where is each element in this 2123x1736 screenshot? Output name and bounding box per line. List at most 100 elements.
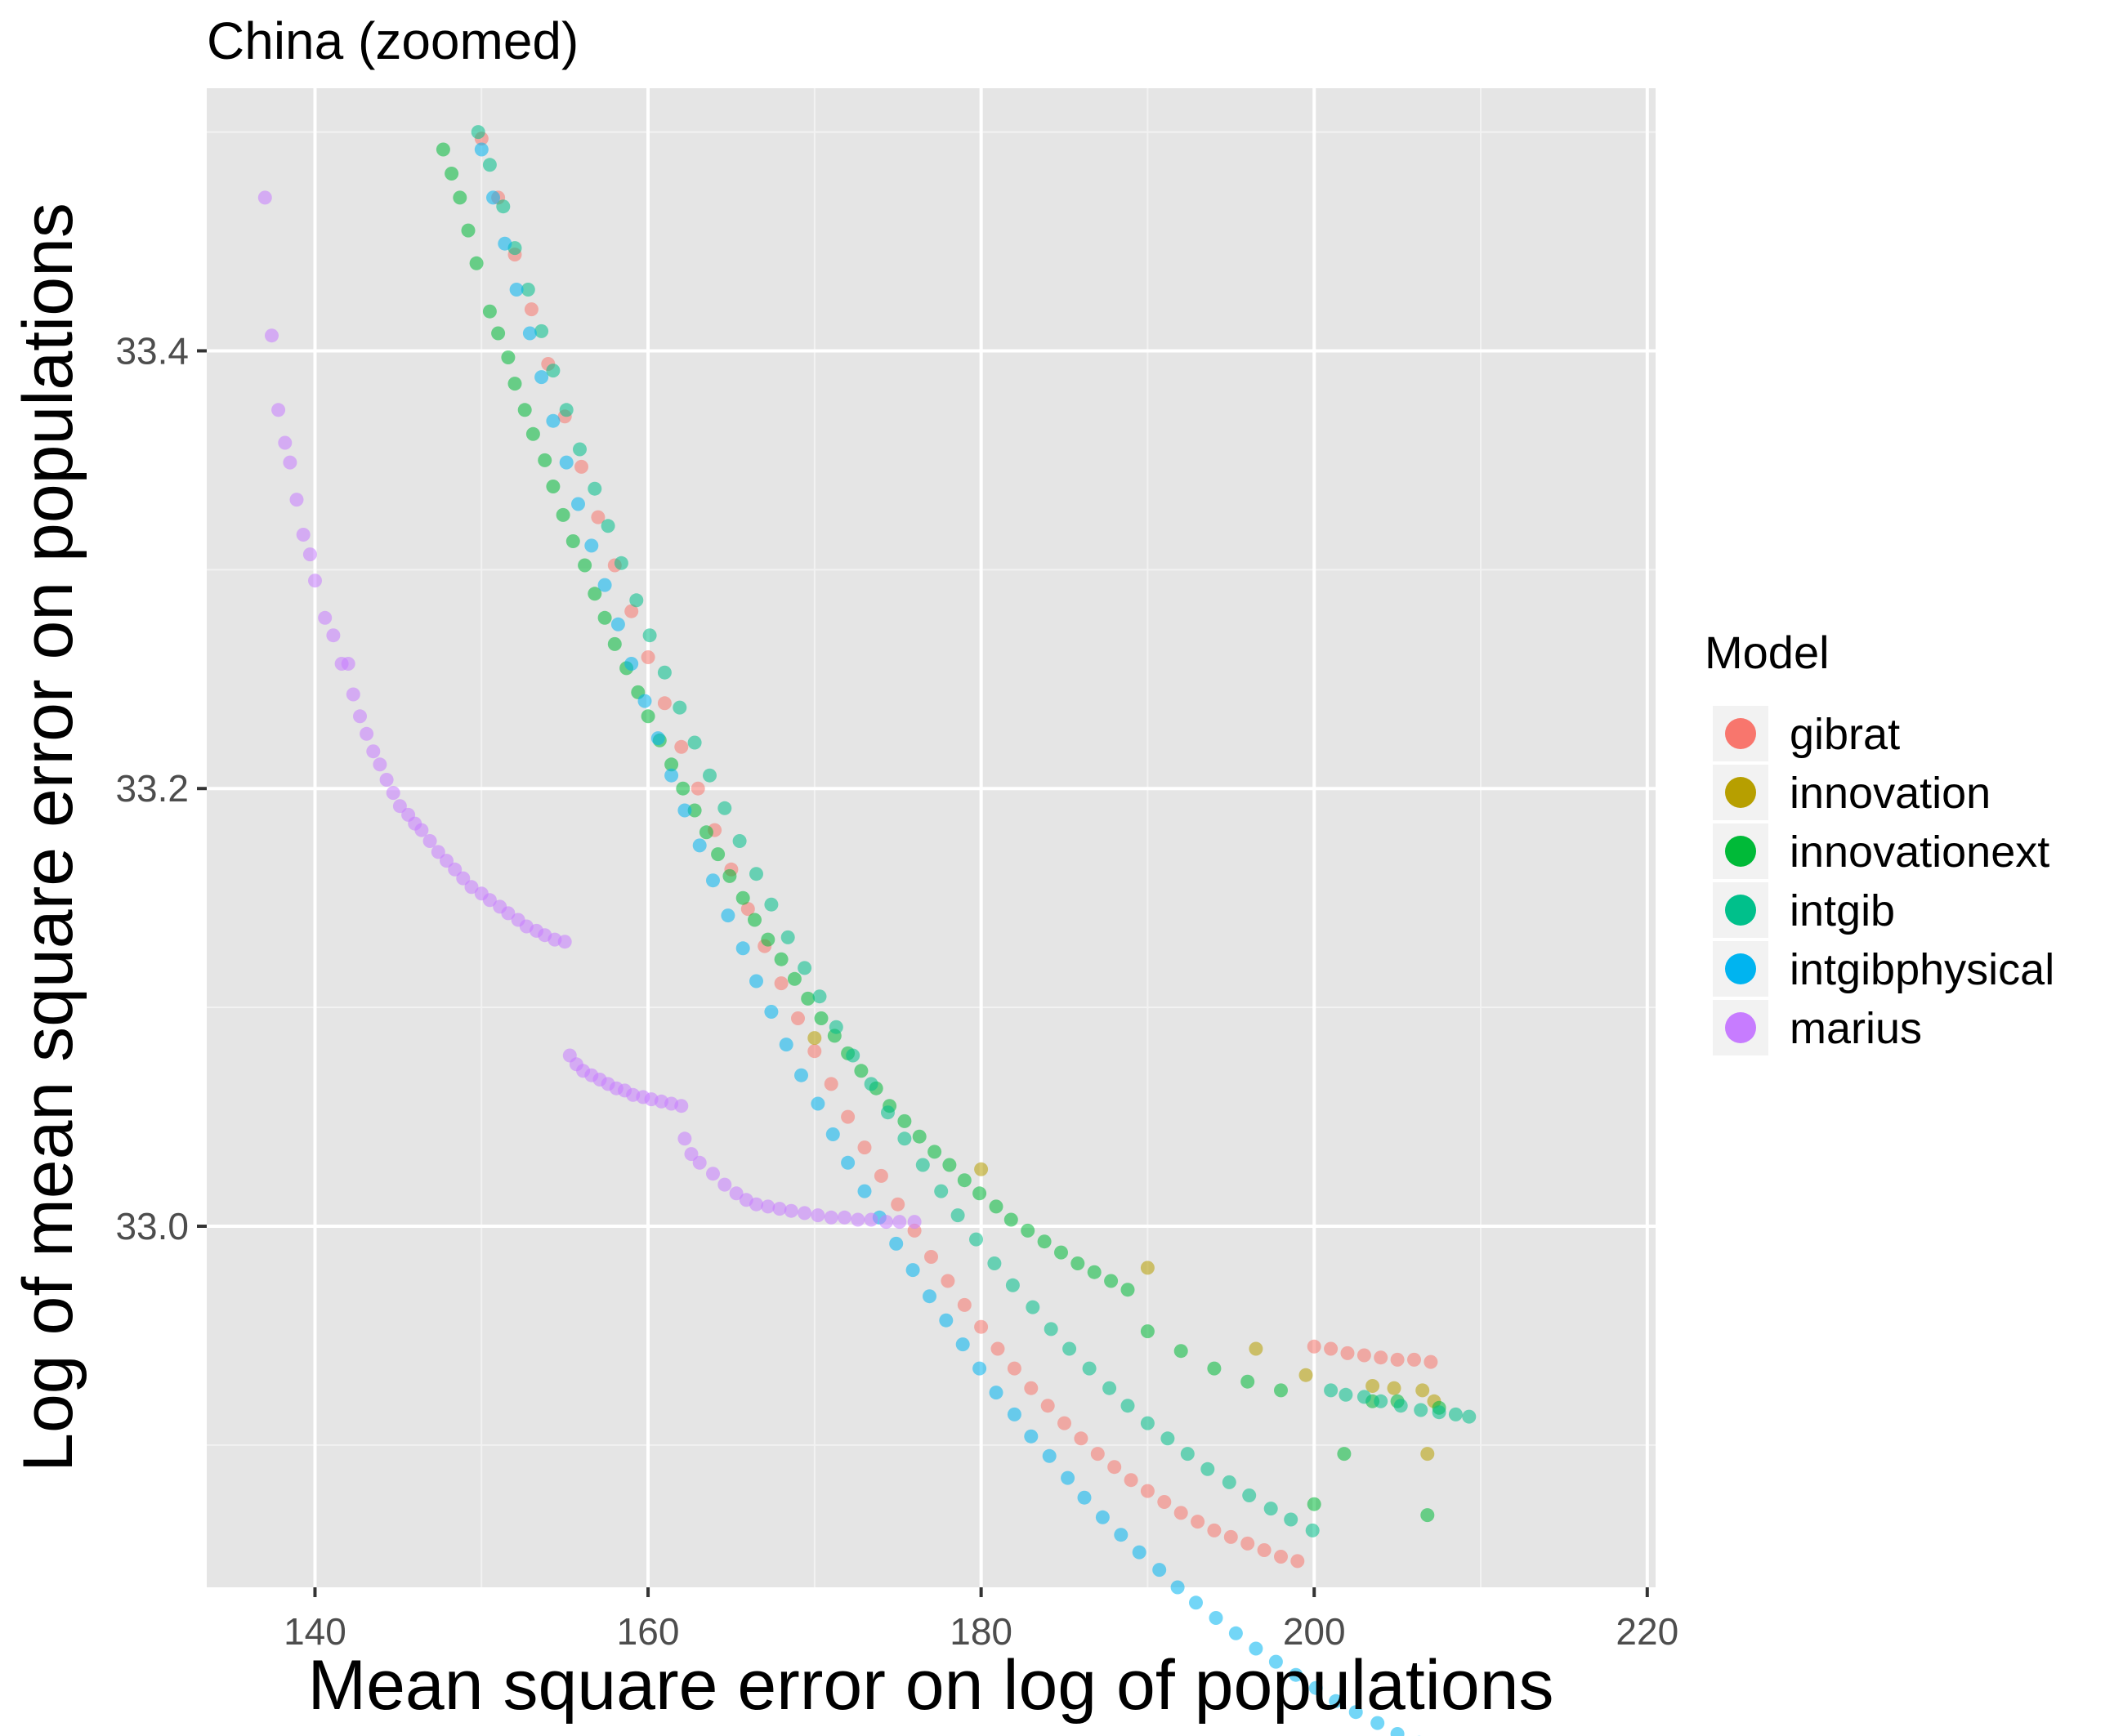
point-intgib — [1062, 1341, 1077, 1356]
point-intgibphysical — [1390, 1727, 1405, 1736]
point-intgib — [934, 1184, 949, 1198]
point-gibrat — [1390, 1352, 1405, 1367]
point-innovationext — [699, 825, 713, 840]
point-intgibphysical — [1329, 1694, 1343, 1708]
point-marius — [379, 773, 394, 787]
point-gibrat — [624, 604, 639, 618]
point-marius — [296, 528, 311, 542]
point-intgib — [1102, 1381, 1117, 1395]
point-intgib — [1082, 1361, 1097, 1376]
legend-label-intgib: intgib — [1790, 886, 1895, 935]
point-intgibphysical — [610, 617, 625, 631]
point-marius — [761, 1199, 775, 1214]
point-intgibphysical — [1370, 1716, 1385, 1730]
point-innovationext — [942, 1158, 957, 1172]
legend-label-innovationext: innovationext — [1790, 828, 2049, 877]
point-intgib — [687, 735, 702, 750]
point-intgibphysical — [1209, 1611, 1223, 1625]
point-intgibphysical — [1228, 1626, 1243, 1640]
point-marius — [729, 1186, 744, 1201]
point-marius — [907, 1215, 922, 1229]
point-marius — [456, 871, 471, 886]
point-innovationext — [517, 403, 532, 417]
point-intgibphysical — [559, 455, 574, 470]
point-intgibphysical — [905, 1263, 920, 1278]
point-intgibphysical — [1024, 1429, 1039, 1444]
point-innovationext — [1140, 1324, 1155, 1339]
point-marius — [674, 1099, 689, 1113]
point-innovationext — [641, 709, 655, 724]
point-innovationext — [501, 350, 516, 364]
point-marius — [464, 880, 479, 895]
point-gibrat — [1173, 1506, 1188, 1520]
point-marius — [257, 190, 272, 205]
point-intgib — [1324, 1383, 1339, 1398]
point-innovationext — [1337, 1447, 1352, 1462]
point-innovationext — [664, 757, 679, 772]
point-marius — [677, 1131, 692, 1146]
point-innovationext — [1104, 1274, 1119, 1288]
point-intgibphysical — [546, 413, 561, 428]
point-intgib — [1305, 1523, 1320, 1537]
point-intgib — [642, 628, 657, 643]
point-intgib — [846, 1048, 860, 1063]
point-marius — [482, 893, 497, 908]
point-innovation — [807, 1031, 822, 1046]
point-gibrat — [1107, 1460, 1122, 1475]
point-intgibphysical — [923, 1289, 936, 1304]
x-tick-label: 220 — [1616, 1610, 1678, 1653]
point-gibrat — [1240, 1536, 1255, 1551]
point-innovationext — [1173, 1344, 1188, 1359]
point-innovationext — [469, 256, 484, 270]
point-innovation — [1387, 1381, 1401, 1395]
point-marius — [772, 1202, 787, 1216]
point-intgib — [673, 700, 687, 715]
point-intgib — [812, 989, 827, 1004]
point-intgibphysical — [1289, 1667, 1303, 1682]
point-gibrat — [524, 302, 539, 317]
x-axis: 140 160 180 200 220 — [284, 1587, 1678, 1653]
point-intgibphysical — [972, 1361, 987, 1376]
point-intgib — [764, 897, 779, 912]
point-innovation — [1420, 1447, 1435, 1462]
point-gibrat — [1223, 1529, 1238, 1544]
point-marius — [341, 657, 355, 671]
point-innovationext — [607, 636, 622, 651]
point-intgib — [1462, 1409, 1477, 1424]
point-marius — [684, 1147, 699, 1162]
point-intgibphysical — [1061, 1470, 1075, 1485]
point-intgib — [601, 519, 615, 533]
point-intgib — [881, 1105, 895, 1120]
point-innovationext — [436, 142, 450, 157]
legend-label-gibrat: gibrat — [1790, 710, 1900, 759]
point-marius — [431, 845, 445, 859]
point-intgib — [471, 125, 485, 140]
point-marius — [448, 862, 463, 877]
point-intgibphysical — [939, 1313, 954, 1328]
point-gibrat — [1324, 1341, 1339, 1356]
point-intgibphysical — [857, 1184, 872, 1198]
point-intgib — [915, 1158, 930, 1172]
point-intgibphysical — [474, 142, 489, 157]
point-intgib — [559, 403, 574, 417]
point-innovationext — [927, 1145, 942, 1159]
point-intgibphysical — [1268, 1654, 1283, 1669]
point-intgib — [588, 481, 602, 496]
legend-swatch-gibrat — [1725, 718, 1756, 749]
point-intgibphysical — [841, 1155, 856, 1170]
point-intgib — [1140, 1416, 1155, 1430]
point-innovationext — [445, 167, 459, 181]
point-intgib — [534, 324, 549, 338]
point-gibrat — [841, 1109, 856, 1124]
point-intgibphysical — [664, 768, 679, 783]
point-gibrat — [1191, 1515, 1205, 1529]
legend-swatch-innovationext — [1725, 836, 1756, 867]
point-intgib — [950, 1208, 965, 1223]
point-intgib — [1044, 1322, 1058, 1337]
point-marius — [289, 493, 304, 507]
point-innovationext — [1003, 1212, 1018, 1227]
point-intgib — [546, 364, 561, 378]
point-innovation — [1298, 1368, 1313, 1382]
point-intgib — [1180, 1447, 1195, 1462]
point-intgib — [1242, 1488, 1257, 1502]
